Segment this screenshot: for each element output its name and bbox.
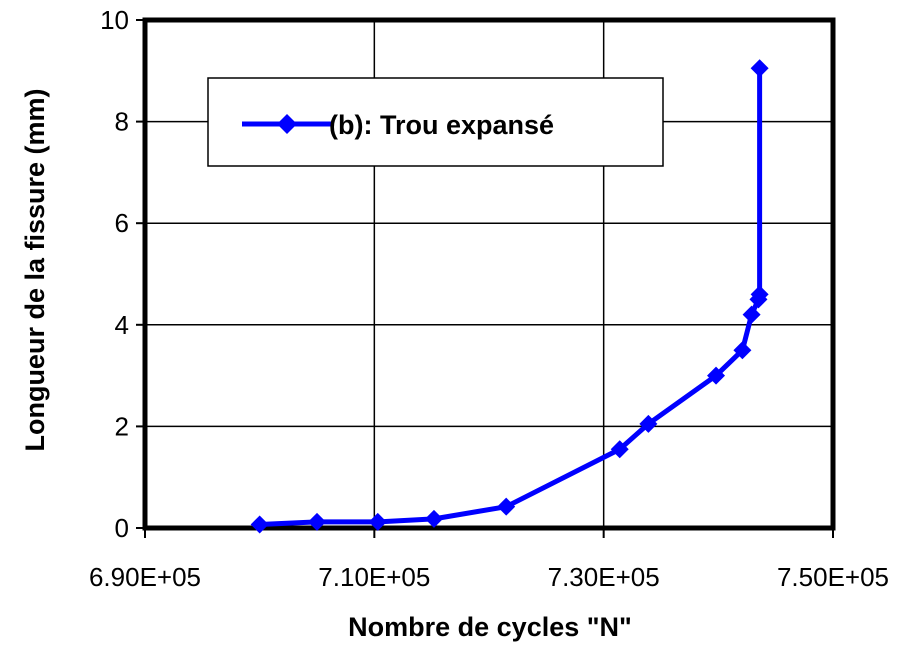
y-tick-label: 4 xyxy=(115,310,129,340)
y-tick-label: 2 xyxy=(115,411,129,441)
y-axis-title: Longueur de la fissure (mm) xyxy=(20,88,50,451)
y-tick-label: 8 xyxy=(115,107,129,137)
x-axis-ticks: 6.90E+05 7.10E+05 7.30E+05 7.50E+05 xyxy=(89,528,889,592)
data-point-marker xyxy=(750,285,769,304)
x-tick-label: 7.50E+05 xyxy=(777,562,889,592)
y-tick-label: 10 xyxy=(100,5,129,35)
data-point-marker xyxy=(497,497,516,516)
data-point-marker xyxy=(707,366,726,385)
data-point-marker xyxy=(250,515,269,534)
data-point-marker xyxy=(424,509,443,528)
legend-label: (b): Trou expansé xyxy=(329,110,554,140)
data-point-marker xyxy=(733,341,752,360)
data-point-marker xyxy=(742,305,761,324)
data-point-marker xyxy=(610,440,629,459)
x-tick-label: 7.30E+05 xyxy=(548,562,660,592)
legend: (b): Trou expansé xyxy=(207,77,664,167)
data-point-marker xyxy=(308,512,326,531)
legend-marker xyxy=(277,114,297,134)
data-point-marker xyxy=(639,414,658,433)
y-axis-ticks: 0 2 4 6 8 10 xyxy=(100,5,145,543)
series-layer xyxy=(250,59,769,534)
plot-frame xyxy=(142,17,836,531)
x-tick-label: 6.90E+05 xyxy=(89,562,201,592)
data-point-marker xyxy=(368,512,387,531)
x-tick-label: 7.10E+05 xyxy=(318,562,430,592)
y-tick-label: 0 xyxy=(115,513,129,543)
x-axis-title: Nombre de cycles "N" xyxy=(348,612,632,642)
data-point-marker xyxy=(750,59,769,78)
y-tick-label: 6 xyxy=(115,208,129,238)
